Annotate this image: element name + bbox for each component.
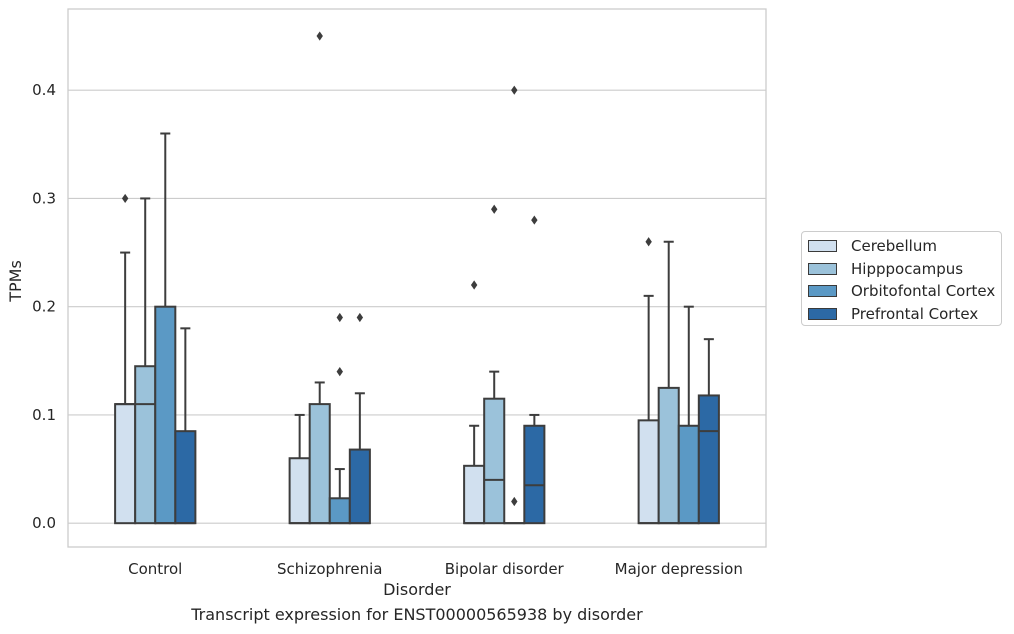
box-0-3 bbox=[174, 327, 197, 525]
outlier-point bbox=[511, 85, 518, 95]
outlier-point bbox=[316, 31, 323, 41]
legend-item: Orbitofontal Cortex bbox=[808, 280, 1001, 303]
x-axis-label: Disorder bbox=[383, 580, 451, 599]
outlier-point bbox=[336, 312, 343, 323]
box-body bbox=[697, 394, 720, 525]
outlier-point bbox=[531, 215, 538, 225]
y-axis-ticks: 0.0 0.1 0.2 0.3 0.4 bbox=[32, 81, 56, 532]
legend-item: Cerebellum bbox=[808, 235, 1001, 258]
box-1-2 bbox=[328, 312, 351, 525]
y-axis-label: TPMs bbox=[6, 260, 25, 303]
box-body bbox=[154, 305, 177, 525]
y-tick-label: 0.1 bbox=[32, 406, 56, 424]
box-body bbox=[677, 424, 700, 525]
box-body bbox=[288, 457, 311, 525]
y-tick-label: 0.2 bbox=[32, 298, 56, 316]
box-body bbox=[483, 397, 506, 525]
legend-swatch bbox=[808, 240, 837, 253]
box-body bbox=[134, 365, 157, 525]
outlier-point bbox=[645, 237, 652, 247]
outlier-point bbox=[511, 496, 518, 507]
legend-label: Hipppocampus bbox=[851, 259, 964, 278]
y-tick-label: 0.0 bbox=[32, 514, 56, 532]
box-1-3 bbox=[348, 312, 371, 525]
box-body bbox=[523, 424, 546, 525]
box-body bbox=[463, 464, 486, 525]
x-tick-label: Schizophrenia bbox=[277, 560, 382, 578]
box-0-2 bbox=[154, 132, 177, 525]
box-body bbox=[637, 419, 660, 525]
box-body bbox=[657, 386, 680, 525]
box-body bbox=[348, 448, 371, 525]
legend-item: Prefrontal Cortex bbox=[808, 303, 1001, 326]
box-body bbox=[328, 497, 351, 525]
box-0-0 bbox=[114, 193, 137, 525]
legend-swatch bbox=[808, 285, 837, 298]
outlier-point bbox=[356, 312, 364, 323]
outlier-point bbox=[121, 193, 129, 204]
x-tick-label: Major depression bbox=[615, 560, 743, 578]
box-2-3 bbox=[523, 215, 546, 525]
plot-frame bbox=[67, 8, 767, 548]
box-2-1 bbox=[483, 204, 506, 525]
legend-label: Cerebellum bbox=[851, 237, 937, 256]
box-3-0 bbox=[637, 237, 660, 525]
legend-label: Prefrontal Cortex bbox=[851, 304, 979, 323]
x-tick-label: Control bbox=[128, 560, 182, 578]
x-tick-label: Bipolar disorder bbox=[445, 560, 565, 578]
x-axis-ticks: Control Schizophrenia Bipolar disorder Majo… bbox=[128, 560, 743, 578]
legend-swatch bbox=[808, 262, 837, 275]
box-body bbox=[114, 403, 137, 525]
box-body bbox=[308, 403, 331, 525]
box-3-1 bbox=[657, 240, 680, 525]
y-tick-label: 0.4 bbox=[32, 81, 56, 99]
legend-label: Orbitofontal Cortex bbox=[851, 282, 996, 301]
outlier-point bbox=[491, 204, 498, 214]
box-1-0 bbox=[288, 413, 311, 525]
chart-caption: Transcript expression for ENST0000056593… bbox=[191, 605, 643, 624]
box-0-1 bbox=[134, 197, 157, 525]
box-2-2 bbox=[503, 85, 526, 525]
box-3-3 bbox=[697, 338, 720, 525]
box-body bbox=[174, 430, 197, 525]
outlier-point bbox=[470, 280, 478, 290]
legend-item: Hipppocampus bbox=[808, 258, 1001, 281]
box-1-1 bbox=[308, 31, 331, 525]
outlier-point bbox=[336, 367, 343, 377]
y-tick-label: 0.3 bbox=[32, 189, 56, 207]
box-2-0 bbox=[463, 280, 486, 525]
legend: Cerebellum Hipppocampus Orbitofontal Corte… bbox=[801, 231, 1002, 326]
legend-swatch bbox=[808, 307, 837, 320]
plot-area bbox=[114, 31, 720, 525]
